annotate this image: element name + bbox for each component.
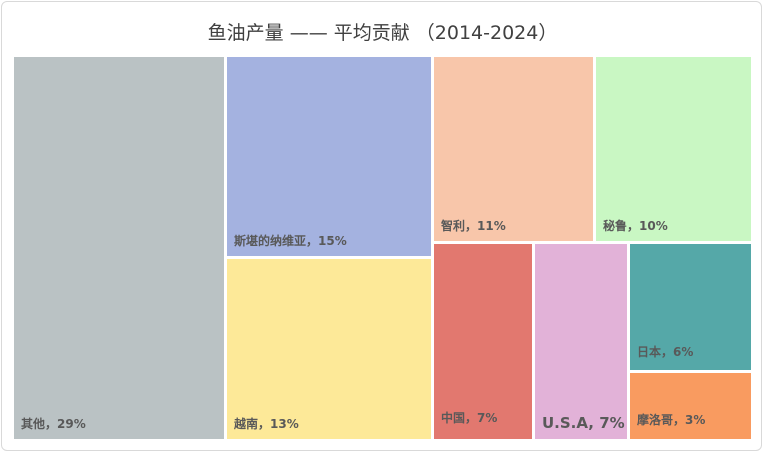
tile-0-label: 其他，29% [21, 416, 86, 431]
tile-2-label: 越南，13% [233, 416, 299, 431]
tile-8-label: 摩洛哥，3% [637, 412, 705, 427]
tile-7-rect [630, 244, 751, 370]
treemap-tile-8: 摩洛哥，3% [630, 373, 751, 439]
treemap-tile-1: 斯堪的纳维亚，15% [227, 57, 431, 256]
tile-1-label: 斯堪的纳维亚，15% [234, 233, 347, 248]
tile-6-rect [535, 244, 627, 439]
tile-8-rect [630, 373, 751, 439]
treemap-tile-3: 智利，11% [434, 57, 593, 241]
treemap-tile-6: U.S.A, 7% [535, 244, 627, 439]
tile-5-label: 中国，7% [441, 410, 497, 425]
tile-3-label: 智利，11% [440, 218, 506, 233]
tile-2-rect [227, 259, 431, 439]
treemap-tile-2: 越南，13% [227, 259, 431, 439]
tile-0-rect [14, 57, 224, 439]
chart-title: 鱼油产量 —— 平均贡献 （2014-2024） [207, 22, 558, 44]
tile-4-rect [596, 57, 751, 241]
treemap-tile-5: 中国，7% [434, 244, 532, 439]
treemap-tile-0: 其他，29% [14, 57, 224, 439]
tile-1-rect [227, 57, 431, 256]
treemap-tile-7: 日本，6% [630, 244, 751, 370]
tile-7-label: 日本，6% [637, 344, 693, 359]
tile-5-rect [434, 244, 532, 439]
tile-4-label: 秘鲁，10% [603, 218, 668, 233]
tile-6-label: U.S.A, 7% [542, 414, 625, 432]
treemap-tile-4: 秘鲁，10% [596, 57, 751, 241]
tile-3-rect [434, 57, 593, 241]
